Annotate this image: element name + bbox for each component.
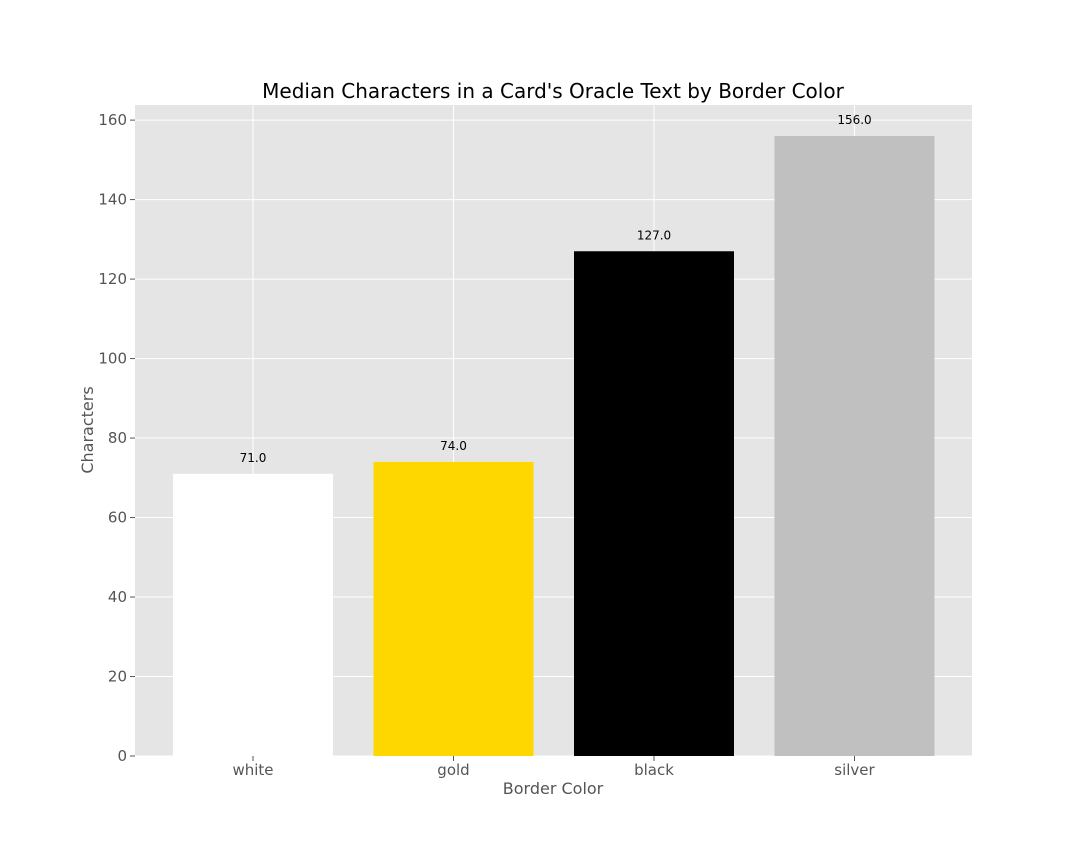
bar-value-label-gold: 74.0 [440, 439, 467, 453]
y-tick-label: 160 [98, 111, 127, 129]
x-tick-label-gold: gold [437, 761, 469, 779]
x-tick-label-black: black [634, 761, 674, 779]
bars [173, 136, 935, 756]
bar-silver [774, 136, 935, 756]
chart-title: Median Characters in a Card's Oracle Tex… [262, 79, 844, 103]
y-tick-label: 60 [108, 509, 127, 527]
y-tick-label: 120 [98, 270, 127, 288]
y-tick-label: 20 [108, 668, 127, 686]
y-tick-label: 140 [98, 191, 127, 209]
y-axis: 0 20 40 60 80 100 120 140 160 [98, 111, 135, 765]
x-axis: white gold black silver [232, 756, 876, 779]
y-tick-label: 0 [117, 747, 127, 765]
bar-black [574, 251, 734, 756]
y-tick-label: 100 [98, 350, 127, 368]
bar-value-label-silver: 156.0 [837, 113, 871, 127]
x-tick-label-silver: silver [834, 761, 875, 779]
bar-white [173, 473, 333, 756]
y-tick-label: 80 [108, 429, 127, 447]
y-axis-title: Characters [78, 386, 97, 473]
y-tick-label: 40 [108, 588, 127, 606]
x-tick-label-white: white [232, 761, 273, 779]
bar-gold [373, 461, 534, 756]
bar-value-label-white: 71.0 [240, 451, 267, 465]
bar-value-labels: 71.0 74.0 127.0 156.0 [240, 113, 872, 465]
bar-value-label-black: 127.0 [637, 228, 671, 242]
x-axis-title: Border Color [503, 779, 604, 798]
